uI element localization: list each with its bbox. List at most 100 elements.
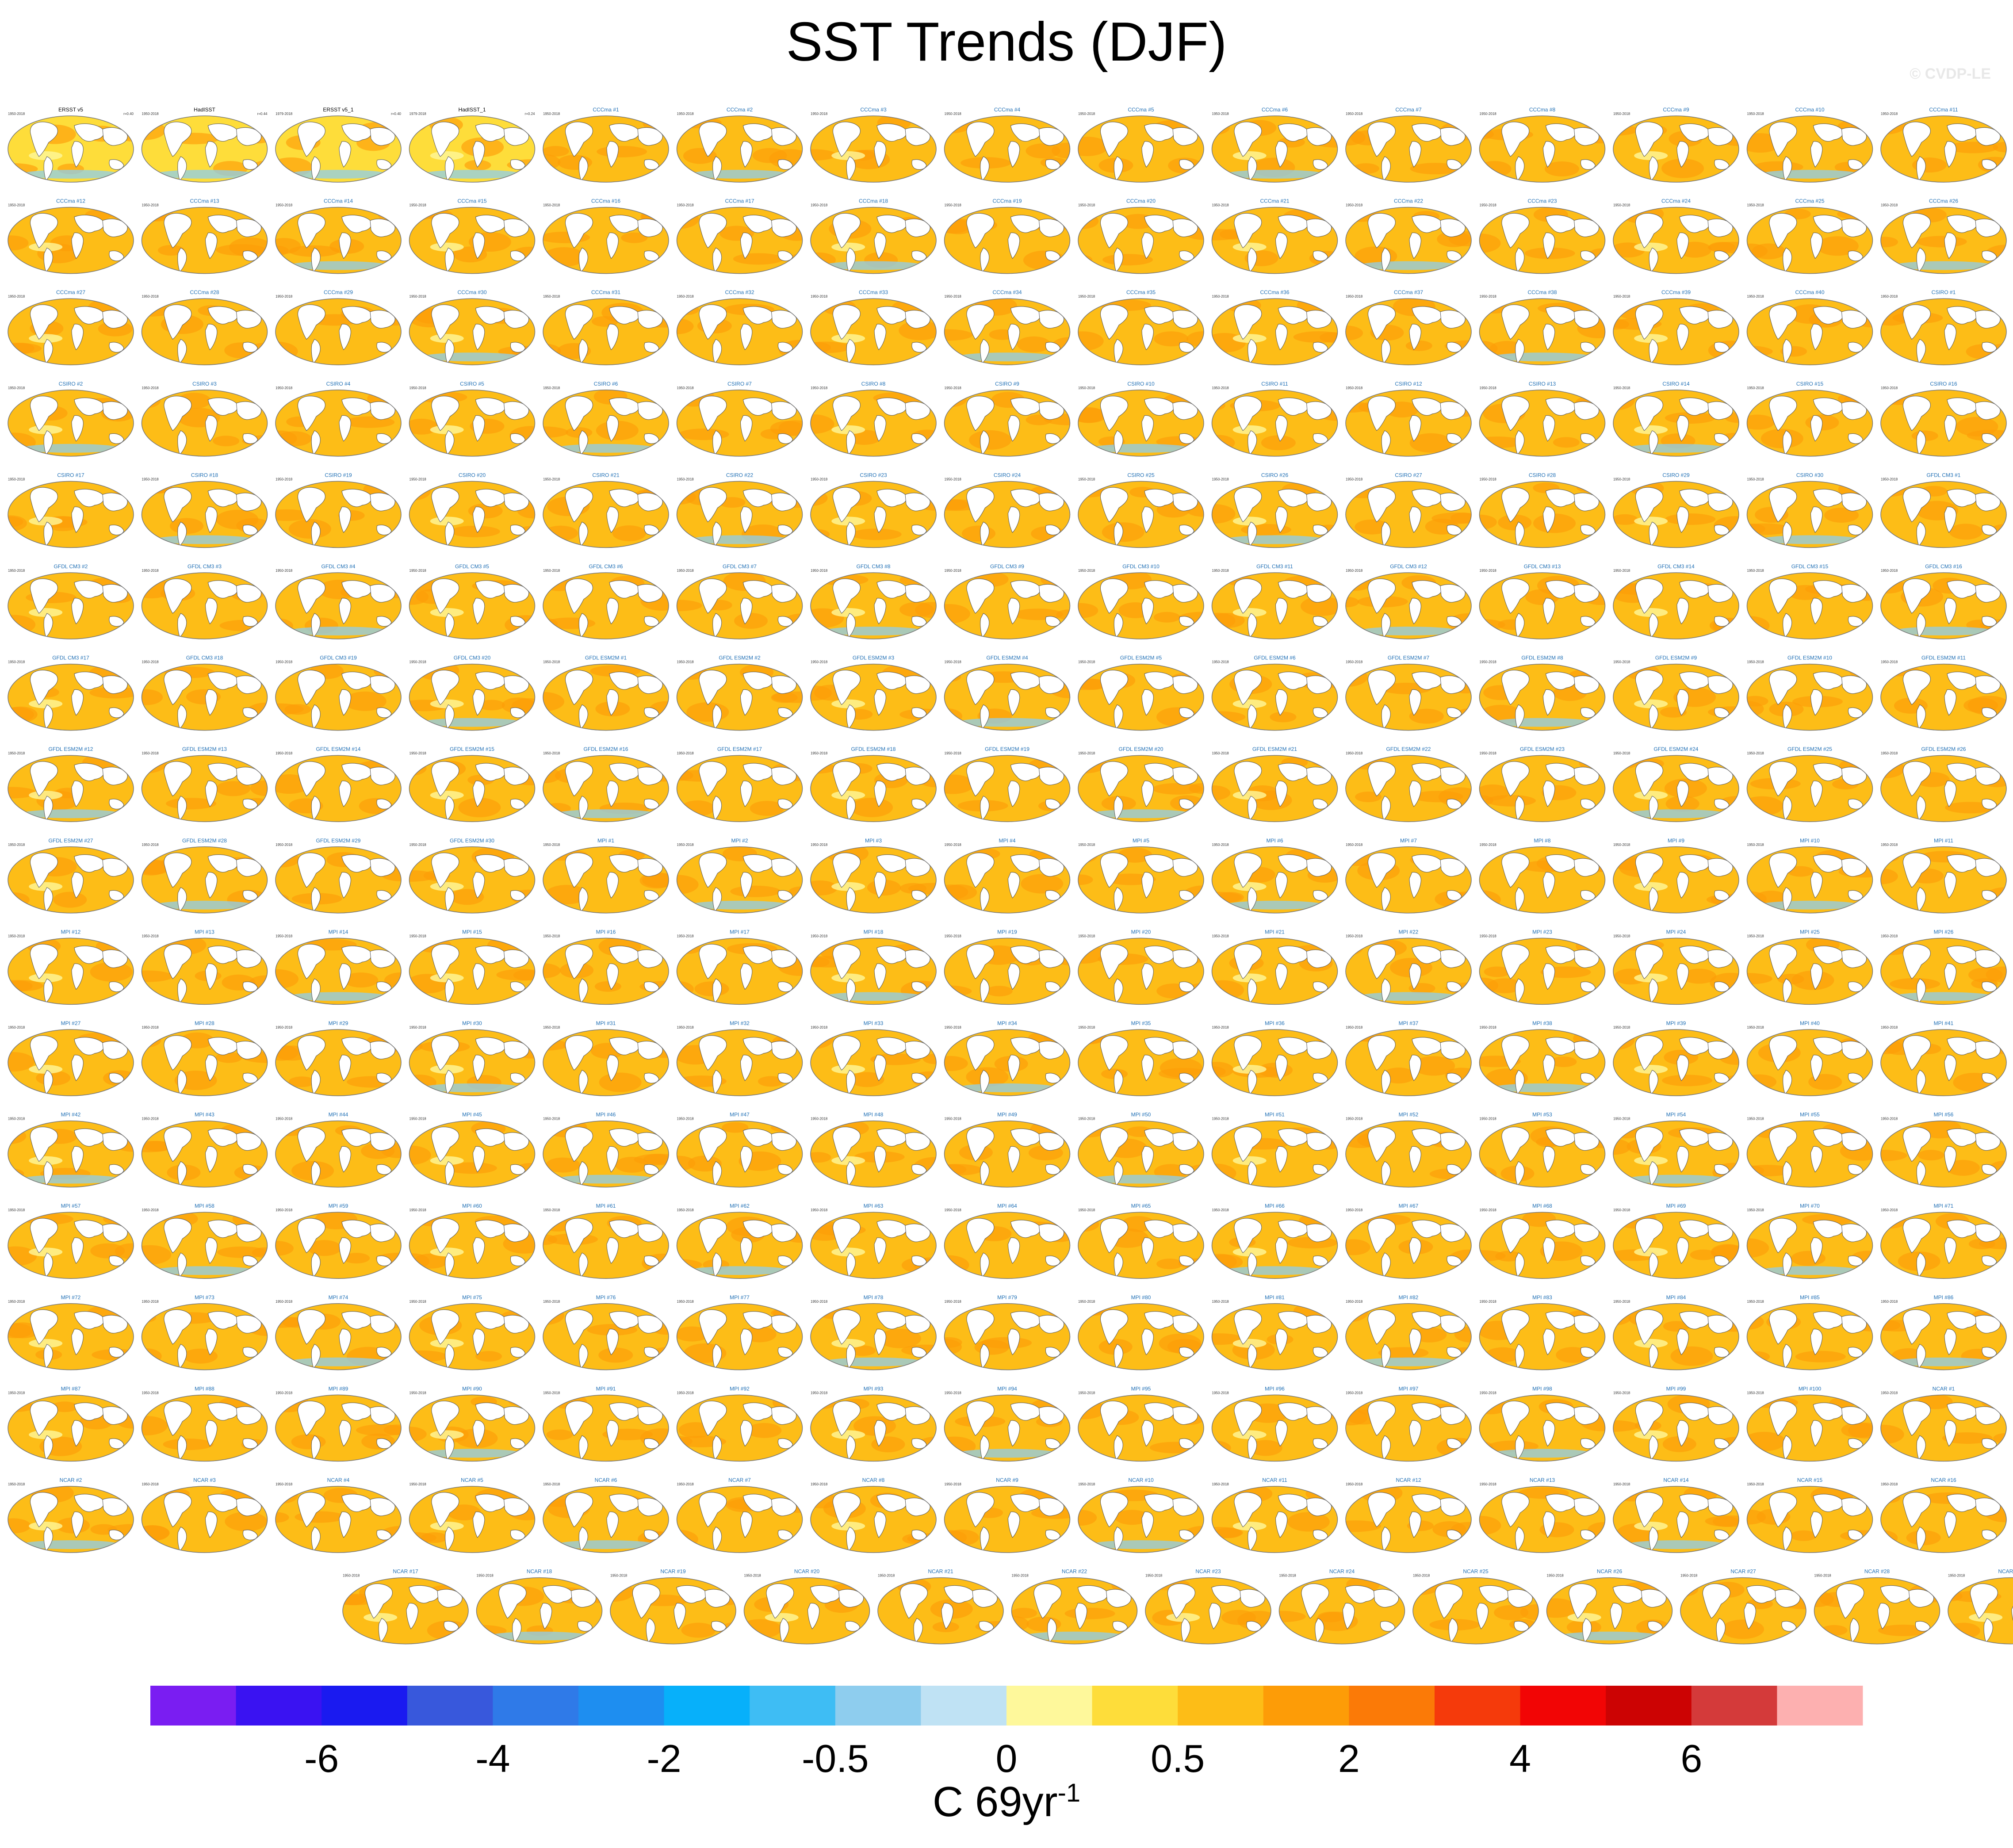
land-outline [1038, 218, 1064, 237]
land-outline [1010, 1494, 1041, 1512]
land-outline [1501, 578, 1530, 614]
panel-title: CCCma #13 [190, 198, 219, 204]
map-field [677, 481, 803, 548]
map-border [676, 1394, 803, 1462]
map-border [1345, 663, 1472, 731]
land-outline [1813, 1311, 1843, 1329]
land-outline [966, 1400, 995, 1436]
cool-band [288, 170, 389, 179]
land-outline [236, 1132, 262, 1151]
map-border [409, 1029, 536, 1096]
land-outline [339, 506, 351, 533]
map-field [1346, 1486, 1471, 1553]
land-outline [740, 1146, 753, 1173]
warm-patch [598, 1347, 633, 1363]
land-outline [1982, 1438, 1997, 1449]
warm-patch [409, 481, 431, 501]
warm-patch [722, 1122, 749, 1133]
land-outline [74, 214, 104, 233]
land-outline [1440, 675, 1466, 694]
map-border [676, 390, 803, 457]
land-outline [1447, 1164, 1462, 1175]
land-outline [475, 489, 505, 507]
map-border [476, 1577, 603, 1645]
warm-patch [142, 1312, 157, 1323]
land-outline [1813, 1128, 1843, 1147]
panel-title: MPI #80 [1131, 1294, 1151, 1301]
land-outline [74, 123, 104, 142]
land-outline [472, 1511, 485, 1538]
warm-patch [142, 859, 168, 876]
panel-years: 1950-2018 [1346, 295, 1363, 298]
land-outline [109, 707, 124, 718]
map-field [1613, 481, 1739, 548]
map-border [8, 390, 134, 457]
map-border [944, 1303, 1071, 1370]
panel-years: 1950-2018 [1613, 112, 1630, 116]
land-outline [445, 1161, 455, 1186]
panel-title: GFDL CM3 #20 [454, 655, 491, 661]
map-field [8, 116, 134, 182]
land-outline [1313, 1255, 1328, 1266]
panel-title: MPI #27 [61, 1020, 81, 1026]
panel-years: 1950-2018 [811, 1391, 828, 1395]
land-outline [177, 704, 187, 729]
panel-title: NCAR #25 [1463, 1569, 1489, 1575]
land-outline [1545, 854, 1576, 872]
land-outline [71, 963, 84, 990]
land-outline [1744, 1603, 1756, 1630]
land-outline [1275, 1146, 1288, 1173]
map-field [1747, 1486, 1873, 1553]
land-outline [1676, 1420, 1689, 1447]
ocean-field [1346, 390, 1471, 456]
land-outline [1501, 1492, 1530, 1527]
land-outline [1038, 858, 1064, 877]
panel-years: 1950-2018 [276, 203, 293, 207]
land-outline [1515, 156, 1525, 181]
land-outline [1306, 949, 1332, 968]
warm-patch [276, 1488, 298, 1504]
land-outline [242, 799, 258, 810]
land-outline [1707, 949, 1733, 968]
map-field [1078, 1395, 1204, 1462]
warm-patch [1854, 938, 1873, 953]
map-field [811, 1303, 936, 1370]
warm-patch [1747, 1509, 1766, 1525]
panel-years: 1950-2018 [1613, 386, 1630, 390]
map-border [1345, 1303, 1472, 1370]
land-outline [1877, 1603, 1890, 1630]
land-outline [242, 981, 258, 992]
land-outline [1501, 853, 1530, 888]
land-outline [339, 1237, 351, 1264]
land-outline [1944, 141, 1956, 168]
panel-years: 1950-2018 [1212, 660, 1229, 664]
land-outline [1545, 306, 1576, 325]
land-outline [1649, 796, 1658, 821]
land-outline [370, 949, 395, 968]
panel-years: 1950-2018 [1881, 1300, 1898, 1304]
panel-title: MPI #41 [1934, 1020, 1954, 1026]
warm-patch [788, 253, 803, 264]
land-outline [1045, 707, 1061, 718]
map-border [409, 572, 536, 639]
land-outline [1916, 613, 1926, 638]
panel-title: MPI #47 [730, 1112, 750, 1118]
land-outline [1944, 689, 1956, 716]
warm-patch [276, 238, 301, 254]
warm-patch [1747, 1074, 1777, 1090]
land-outline [1746, 1585, 1777, 1603]
land-outline [43, 156, 53, 181]
panel-years: 1950-2018 [142, 1025, 159, 1029]
land-outline [177, 1161, 187, 1186]
warm-patch [8, 787, 37, 799]
land-outline [207, 1494, 238, 1512]
map-border [141, 663, 268, 731]
warm-patch [1795, 1351, 1846, 1362]
